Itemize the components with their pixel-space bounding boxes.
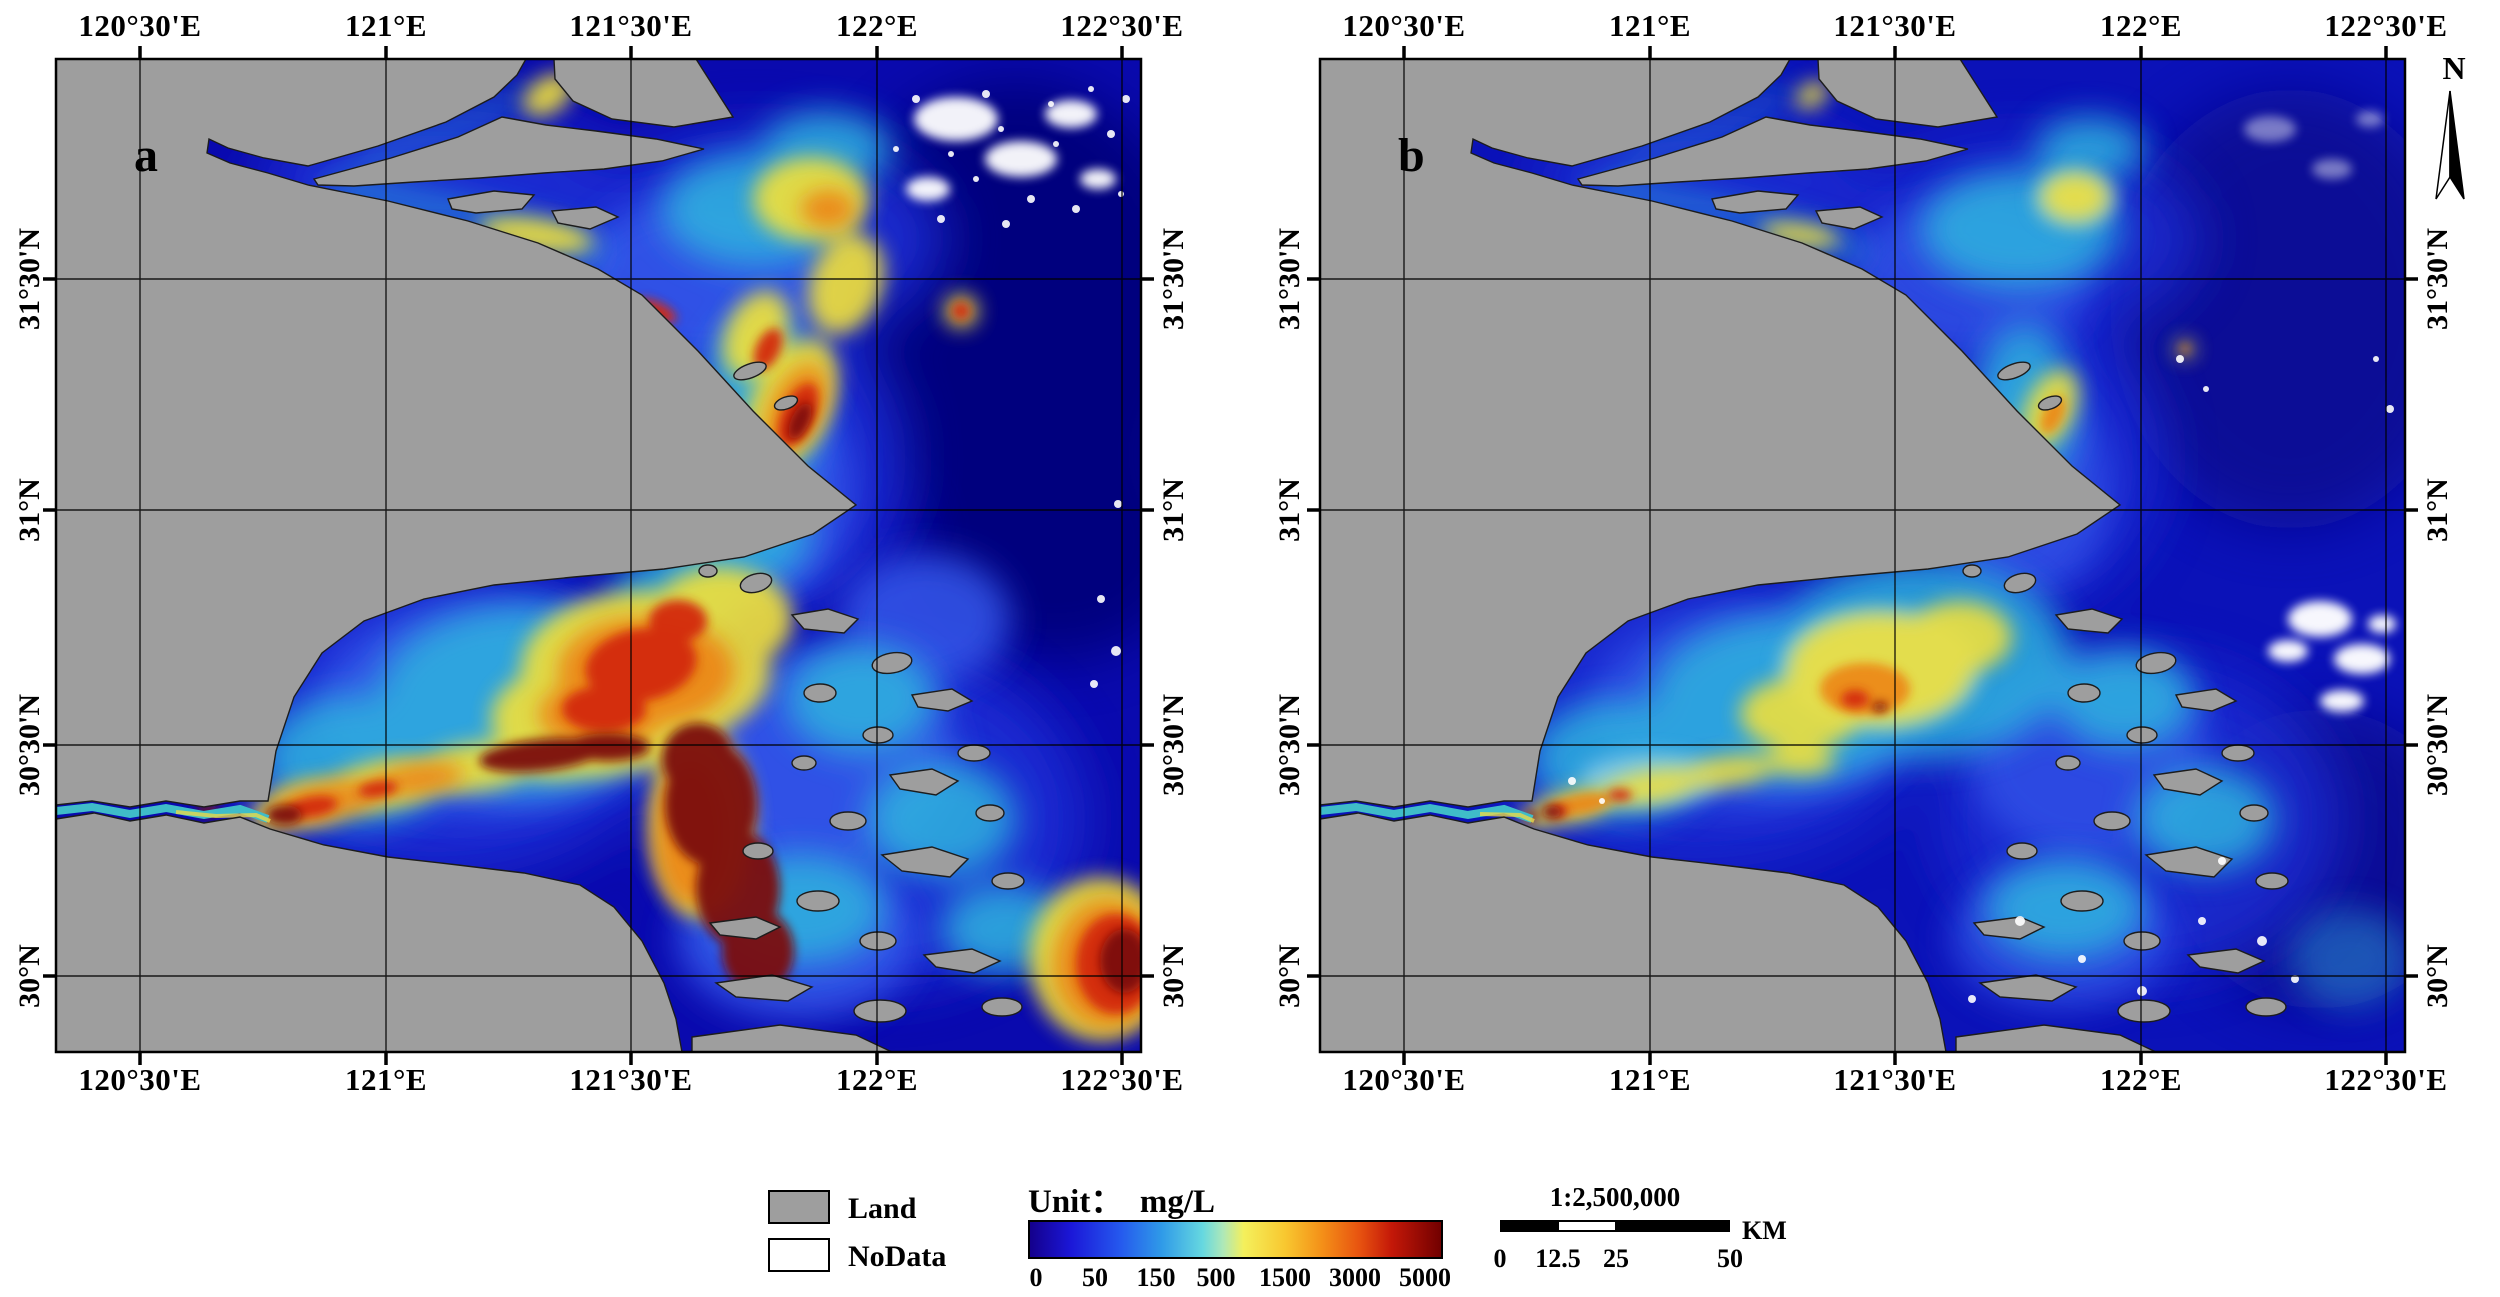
lat-label: 30°N [1157, 944, 1190, 1008]
lat-label: 30°30'N [1273, 694, 1306, 796]
lon-label: 122°30'E [2324, 1062, 2448, 1097]
map-panel-b: b [1304, 43, 2421, 1068]
scale-tick: 12.5 [1535, 1244, 1581, 1273]
lon-label: 120°30'E [78, 8, 202, 43]
scale-ratio-text: 1:2,500,000 [1549, 1182, 1681, 1212]
lon-label: 120°30'E [1342, 8, 1466, 43]
scale-tick: 0 [1493, 1244, 1507, 1273]
cloud-nodata-patches [893, 86, 1130, 688]
north-arrow-label: N [2442, 50, 2466, 86]
qiantang-river-sediment [1479, 812, 1535, 823]
lat-label: 31°N [2421, 478, 2454, 542]
lat-label: 31°N [1273, 478, 1306, 542]
lat-label: 31°N [1157, 478, 1190, 542]
qiantang-river [1320, 802, 1534, 823]
lon-label: 122°E [835, 8, 919, 43]
lon-label: 122°E [835, 1062, 919, 1097]
lon-label: 121°E [1608, 8, 1692, 43]
lon-label: 122°E [2099, 1062, 2183, 1097]
lon-label: 121°30'E [1833, 1062, 1957, 1097]
colorbar-tick: 1500 [1259, 1263, 1311, 1292]
cloud-nodata-patches [1568, 111, 2396, 1003]
lon-label: 120°30'E [1342, 1062, 1466, 1097]
panel-label-a: a [134, 129, 158, 182]
qiantang-river-sediment [175, 810, 271, 823]
map-panel-a: a [40, 43, 1157, 1068]
lon-label: 122°E [2099, 8, 2183, 43]
sediment-extreme-darkred [1527, 702, 1888, 821]
panel-label-b: b [1398, 129, 1425, 182]
north-arrow: N [2428, 50, 2480, 207]
lon-label: 120°30'E [78, 1062, 202, 1097]
legend-nodata-swatch [768, 1238, 830, 1272]
lon-label: 121°30'E [569, 8, 693, 43]
lon-label: 121°E [344, 8, 428, 43]
legend-nodata-label: NoData [848, 1240, 947, 1273]
lat-label: 31°30'N [1273, 228, 1306, 330]
lat-label: 31°N [13, 478, 46, 542]
legend-land-label: Land [848, 1192, 917, 1225]
scale-bar [1500, 1220, 1730, 1232]
lon-label: 121°30'E [569, 1062, 693, 1097]
lon-label: 121°E [344, 1062, 428, 1097]
legend-land-swatch [768, 1190, 830, 1224]
scale-tick: 50 [1717, 1244, 1743, 1273]
lon-label: 122°30'E [2324, 8, 2448, 43]
lat-label: 31°30'N [2421, 228, 2454, 330]
colorbar [1028, 1220, 1443, 1259]
lat-label: 30°30'N [2421, 694, 2454, 796]
lon-label: 121°30'E [1833, 8, 1957, 43]
lat-label: 31°30'N [13, 228, 46, 330]
qiantang-river [56, 802, 270, 823]
colorbar-tick: 150 [1136, 1263, 1176, 1292]
lon-label: 122°30'E [1060, 1062, 1184, 1097]
lat-label: 30°30'N [1157, 694, 1190, 796]
lon-label: 121°E [1608, 1062, 1692, 1097]
map-border [1318, 57, 2407, 1054]
colorbar-unit-label: Unit： mg/L [1028, 1184, 1216, 1220]
colorbar-tick: 500 [1196, 1263, 1236, 1292]
lon-label: 122°30'E [1060, 8, 1184, 43]
north-arrow-icon [2435, 90, 2465, 200]
lat-label: 31°30'N [1157, 228, 1190, 330]
colorbar-tick: 5000 [1399, 1263, 1451, 1292]
map-border [54, 57, 1143, 1054]
colorbar-tick: 0 [1029, 1263, 1043, 1292]
colorbar-tick: 50 [1082, 1263, 1108, 1292]
colorbar-tick: 3000 [1329, 1263, 1381, 1292]
lat-label: 30°30'N [13, 694, 46, 796]
scale-tick: 25 [1603, 1244, 1629, 1273]
scale-bar-segment [1502, 1222, 1559, 1230]
scale-bar-segment [1558, 1222, 1615, 1230]
scale-bar-segment [1615, 1222, 1728, 1230]
scale-unit-label: KM [1742, 1216, 1787, 1245]
lat-label: 30°N [2421, 944, 2454, 1008]
lat-label: 30°N [1273, 944, 1306, 1008]
lat-label: 30°N [13, 944, 46, 1008]
